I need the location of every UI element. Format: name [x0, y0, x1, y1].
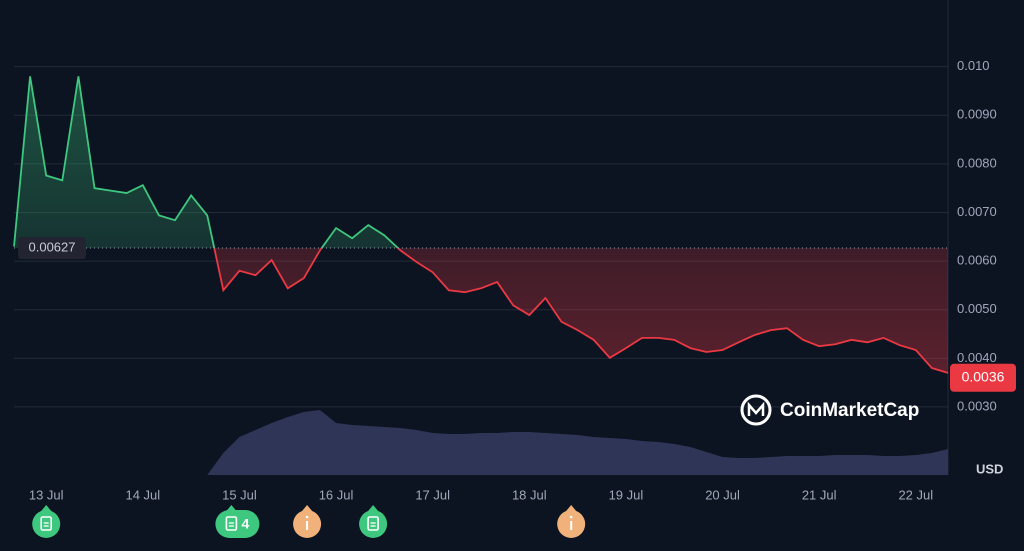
price-line-down: [213, 247, 949, 374]
watermark: CoinMarketCap: [740, 394, 919, 426]
y-tick-label: 0.0070: [957, 204, 997, 219]
x-tick-label: 14 Jul: [125, 487, 160, 502]
event-pointer: [302, 505, 313, 511]
y-tick-label: 0.0060: [957, 253, 997, 268]
event-count: 4: [241, 516, 249, 532]
current-price-label: 0.0036: [962, 368, 1005, 384]
x-tick-label: 13 Jul: [29, 487, 64, 502]
x-tick-label: 18 Jul: [512, 487, 547, 502]
x-tick-label: 20 Jul: [705, 487, 740, 502]
event-icon: [225, 516, 238, 531]
current-price-box: [950, 363, 1016, 392]
x-tick-label: 19 Jul: [609, 487, 644, 502]
area-up: [14, 76, 398, 248]
event-badge: [32, 510, 61, 538]
x-tick-label: 22 Jul: [898, 487, 933, 502]
event-pointer: [226, 505, 237, 511]
area-down: [14, 247, 948, 373]
event-pointer: [368, 505, 379, 511]
y-tick-label: 0.0040: [957, 350, 997, 365]
volume-area: [14, 410, 948, 475]
event-pointer: [566, 505, 577, 511]
event-icon: [40, 516, 53, 531]
event-pointer: [41, 505, 52, 511]
y-tick-label: 0.0050: [957, 301, 997, 316]
event-badge: [215, 510, 260, 538]
event-marker[interactable]: [293, 505, 322, 538]
x-tick-label: 17 Jul: [415, 487, 450, 502]
event-marker[interactable]: 4: [215, 505, 260, 538]
y-tick-label: 0.0080: [957, 155, 997, 170]
event-marker[interactable]: [32, 505, 61, 538]
currency-label: USD: [976, 461, 1003, 476]
watermark-text: CoinMarketCap: [780, 400, 919, 421]
event-badge: [359, 510, 388, 538]
event-marker[interactable]: [557, 505, 586, 538]
x-tick-label: 15 Jul: [222, 487, 257, 502]
y-tick-label: 0.0090: [957, 107, 997, 122]
baseline-label-box: [18, 236, 86, 259]
event-icon: [367, 516, 379, 531]
baseline-label: 0.00627: [29, 239, 76, 254]
y-tick-label: 0.0030: [957, 398, 997, 413]
x-tick-label: 16 Jul: [319, 487, 354, 502]
event-marker[interactable]: [359, 505, 388, 538]
x-tick-label: 21 Jul: [802, 487, 837, 502]
y-tick-label: 0.010: [957, 58, 990, 73]
event-icon: [569, 515, 573, 519]
price-line-up: [13, 76, 400, 248]
event-icon: [305, 515, 309, 519]
